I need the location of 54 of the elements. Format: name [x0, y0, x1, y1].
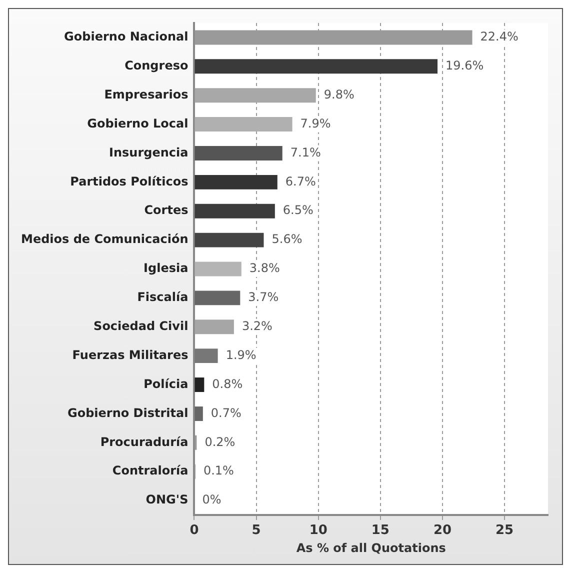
y-tick-label: Polícia — [144, 376, 188, 391]
bar — [194, 204, 275, 218]
y-tick-label: ONG'S — [146, 492, 188, 507]
bar — [194, 378, 204, 392]
x-tick-label: 20 — [433, 523, 452, 538]
data-label: 3.7% — [248, 290, 279, 304]
bar — [194, 406, 203, 421]
bar — [194, 262, 242, 276]
y-tick-label: Empresarios — [104, 87, 188, 102]
y-tick-label: Congreso — [124, 58, 188, 73]
data-label: 9.8% — [324, 87, 354, 102]
y-tick-label: Procuraduría — [100, 434, 188, 449]
x-tick-label: 10 — [309, 523, 328, 538]
y-tick-label: Gobierno Distrital — [67, 406, 188, 420]
bar — [194, 348, 218, 364]
y-tick-label: Fuerzas Militares — [72, 348, 188, 362]
data-label: 19.6% — [446, 58, 484, 73]
data-label: 6.5% — [282, 203, 314, 218]
data-label: 3.8% — [249, 261, 280, 276]
x-tick-label: 15 — [371, 523, 390, 538]
data-label: 7.1% — [290, 145, 321, 160]
data-label: 22.4% — [480, 30, 518, 44]
data-label: 5.6% — [272, 232, 302, 246]
y-tick-label: Medios de Comunicación — [21, 232, 188, 246]
bar — [194, 59, 438, 74]
bar — [194, 174, 278, 190]
bar — [194, 320, 234, 334]
data-label: 0% — [202, 492, 222, 507]
x-tick-label: 25 — [496, 523, 514, 538]
y-tick-label: Cortes — [144, 203, 188, 218]
bar — [194, 117, 292, 132]
x-tick-label: 0 — [190, 523, 199, 538]
y-tick-label: Iglesia — [144, 261, 188, 276]
y-tick-label: Gobierno Local — [87, 116, 188, 130]
y-tick-label: Gobierno Nacional — [64, 30, 188, 44]
bar — [194, 146, 282, 160]
y-tick-label: Partidos Políticos — [70, 174, 188, 188]
bar — [194, 232, 264, 248]
data-label: 0.8% — [212, 376, 243, 391]
y-tick-label: Sociedad Civil — [94, 319, 188, 334]
y-tick-label: Insurgencia — [109, 145, 188, 160]
data-label: 7.9% — [300, 116, 331, 130]
data-label: 6.7% — [285, 174, 316, 188]
data-label: 0.2% — [204, 434, 236, 449]
x-tick-label: 5 — [252, 523, 261, 538]
y-tick-label: Contraloría — [112, 464, 188, 478]
data-label: 0.1% — [203, 464, 234, 478]
data-label: 1.9% — [226, 348, 256, 362]
data-label: 0.7% — [210, 406, 242, 420]
data-label: 3.2% — [242, 319, 272, 334]
x-axis-title: As % of all Quotations — [296, 540, 446, 555]
bar — [194, 290, 240, 306]
y-tick-label: Fiscalía — [137, 290, 188, 304]
bar — [194, 88, 316, 103]
